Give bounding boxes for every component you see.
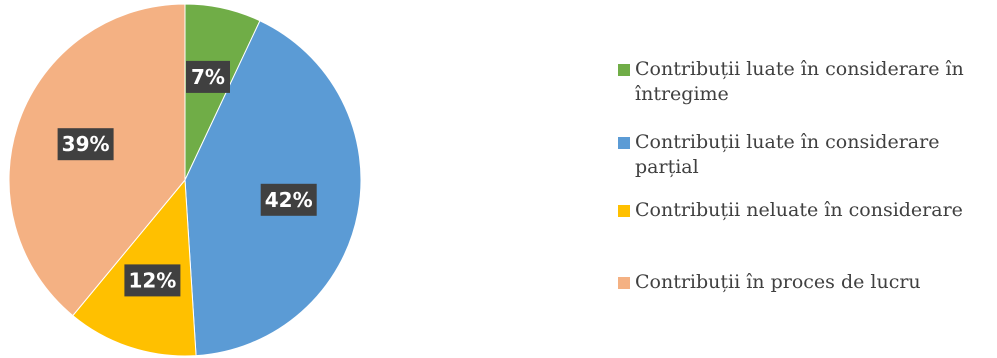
data-label-in-progress: 39% [57,128,114,161]
legend-label-full: Contribuții luate în considerare în într… [635,58,964,105]
pie-data-labels: 7% 42% 12% 39% [57,60,317,297]
data-label-full: 7% [186,60,230,93]
data-label-box-in-progress [57,128,114,161]
legend-swatch-partial [618,137,630,149]
data-label-box-full [186,60,230,93]
data-label-text-partial: 42% [265,188,313,212]
legend-item-full: Contribuții luate în considerare în într… [618,57,988,107]
legend-item-in-progress: Contribuții în proces de lucru [618,270,988,295]
pie-chart-plot: 7% 42% 12% 39% [8,3,362,357]
data-label-text-full: 7% [191,65,225,89]
pie-slices [8,3,362,357]
data-label-not-considered: 12% [124,264,181,297]
chart-legend: Contribuții luate în considerare în într… [606,50,991,326]
data-label-box-partial [260,183,317,216]
legend-label-partial: Contribuții luate în considerare parțial [635,131,940,178]
legend-swatch-in-progress [618,277,630,289]
data-label-box-not-considered [124,264,181,297]
legend-label-in-progress: Contribuții în proces de lucru [635,271,921,293]
legend-label-not-considered: Contribuții neluate în considerare [635,199,963,221]
legend-item-not-considered: Contribuții neluate în considerare [618,198,988,223]
data-label-text-not-considered: 12% [128,268,176,292]
legend-swatch-not-considered [618,205,630,217]
data-label-text-in-progress: 39% [62,132,110,156]
data-label-partial: 42% [260,183,317,216]
legend-swatch-full [618,64,630,76]
legend-item-partial: Contribuții luate în considerare parțial [618,130,988,180]
